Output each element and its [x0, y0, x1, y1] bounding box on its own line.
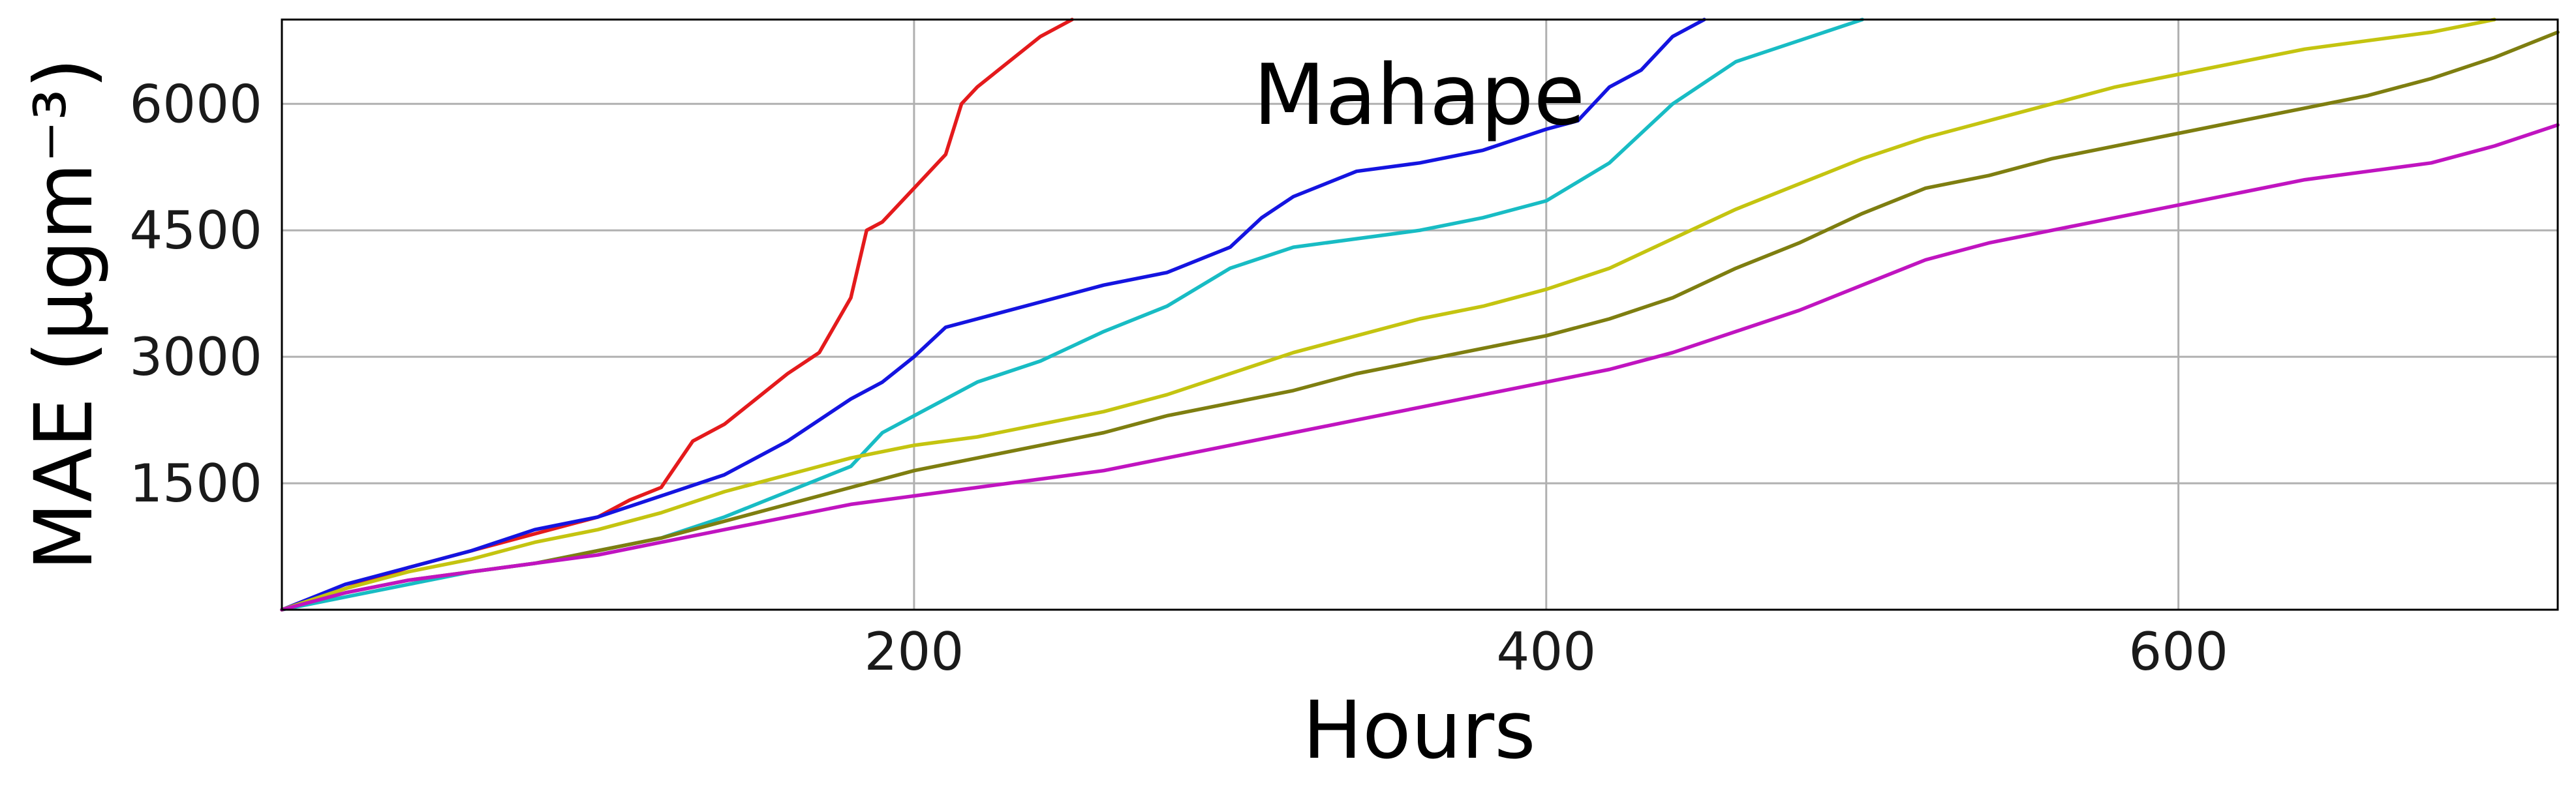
x-tick-label: 600 — [2128, 621, 2228, 682]
x-tick-label: 200 — [865, 621, 964, 682]
series-line — [280, 18, 2496, 612]
y-axis-label: MAE (μgm⁻³) — [18, 58, 110, 571]
x-axis-label: Hours — [1302, 684, 1535, 777]
tick-labels: 200 400 600 1500 3000 4500 6000 — [129, 74, 2228, 682]
series-lines — [280, 18, 2560, 612]
series-line — [280, 18, 1074, 612]
x-tick-label: 400 — [1496, 621, 1596, 682]
y-tick-label: 6000 — [129, 74, 262, 134]
chart-title: Mahape — [1253, 47, 1585, 144]
y-tick-label: 1500 — [129, 453, 262, 514]
series-line — [280, 123, 2560, 612]
plot-frame — [281, 18, 2559, 611]
y-tick-label: 3000 — [129, 327, 262, 387]
y-tick-label: 4500 — [129, 200, 262, 261]
series-line — [280, 30, 2560, 612]
series-line — [280, 18, 1706, 612]
